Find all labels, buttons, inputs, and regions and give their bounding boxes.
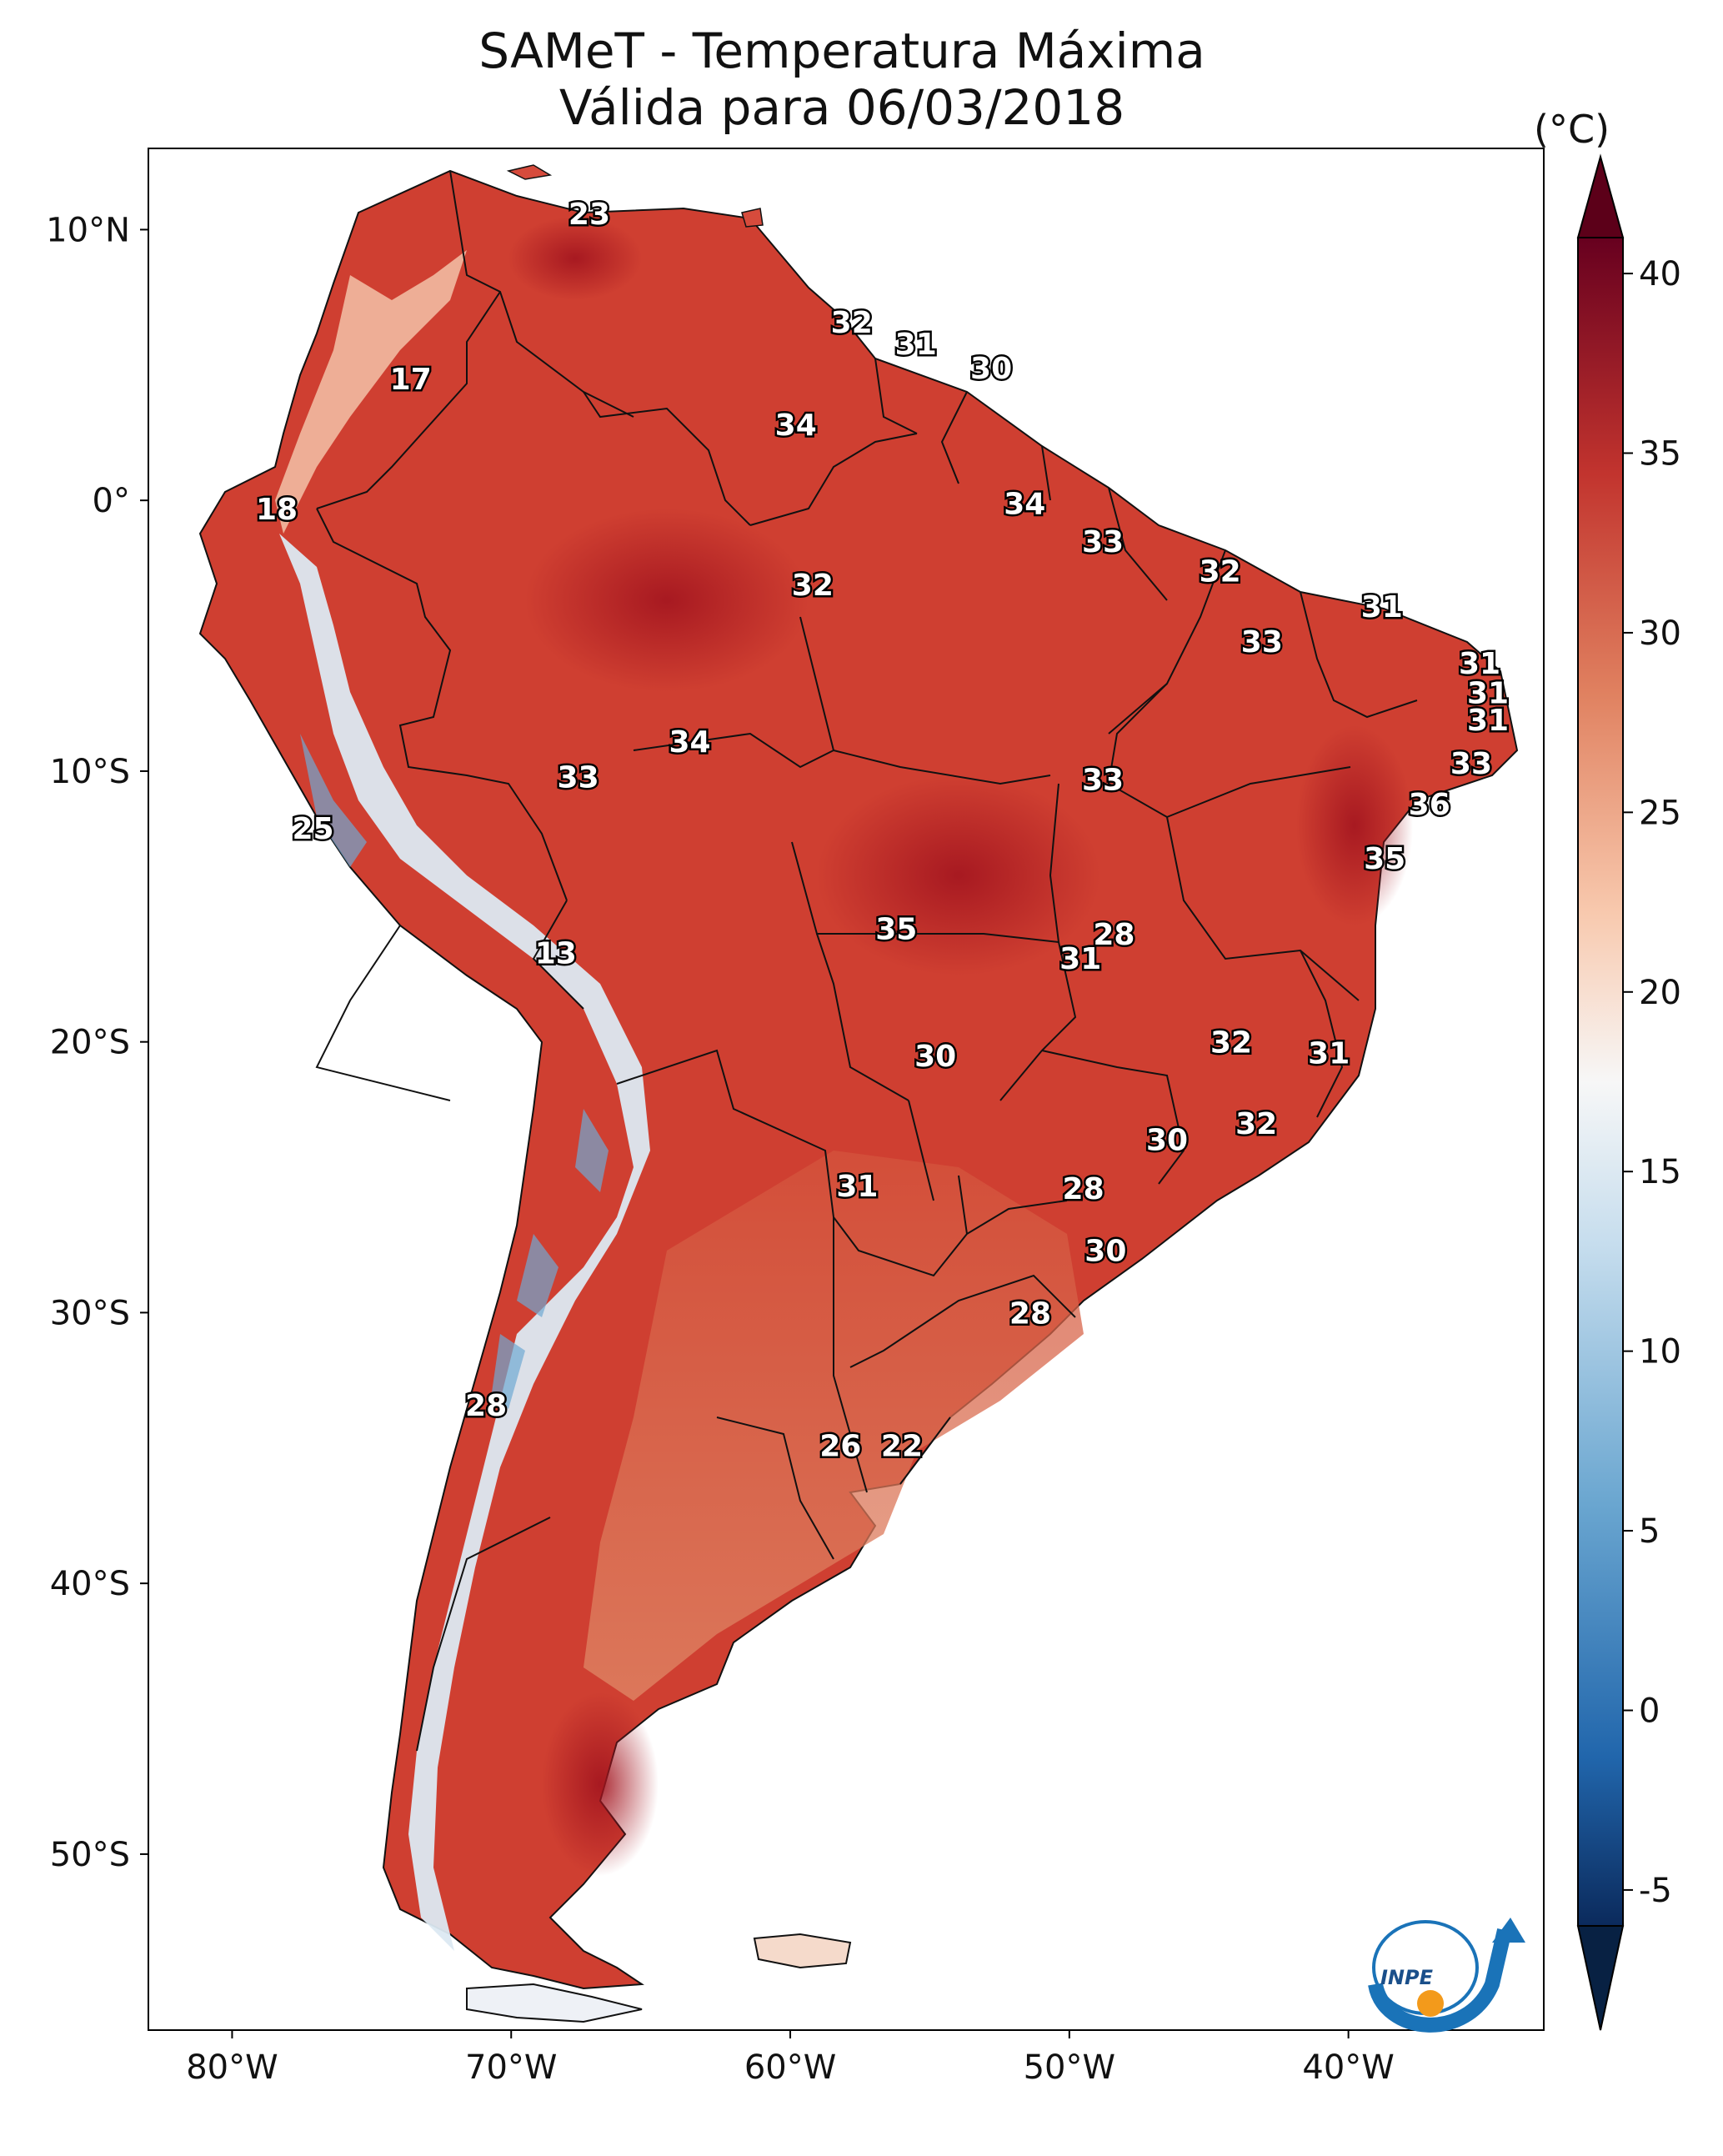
lon-label: 70°W (465, 2048, 557, 2087)
temperature-value: 32 (1210, 1026, 1252, 1060)
temperature-value: 34 (775, 409, 817, 443)
temperature-value: 28 (465, 1389, 507, 1423)
temperature-value: 35 (875, 912, 917, 946)
temperature-value: 30 (1084, 1235, 1126, 1269)
temperature-value: 32 (1235, 1107, 1277, 1141)
temperature-value: 23 (568, 198, 610, 232)
temperature-value: 33 (1241, 625, 1283, 659)
colorbar-tick-label: 40 (1639, 255, 1681, 293)
temperature-value: 31 (1459, 647, 1500, 681)
temperature-value: 33 (558, 760, 599, 795)
temperature-value: 17 (390, 363, 432, 397)
temperature-value: 31 (1059, 942, 1101, 976)
lon-label: 80°W (186, 2048, 278, 2087)
temperature-value: 31 (1467, 677, 1509, 711)
colorbar-ticks: 40 35 30 25 20 15 10 5 0 -5 (1623, 255, 1681, 1910)
temperature-value: 32 (1200, 555, 1241, 589)
colorbar-tick-label: 10 (1639, 1333, 1681, 1371)
lat-label: 20°S (50, 1024, 130, 1062)
temperature-value: 33 (1450, 747, 1492, 781)
inpe-swoosh-icon (1368, 1928, 1512, 2033)
hot-spot-venezuela (508, 217, 642, 300)
temperature-value: 33 (1082, 525, 1124, 559)
temperature-value: 34 (1004, 487, 1045, 521)
falkland-islands (753, 1933, 852, 1969)
lat-label: 50°S (50, 1836, 130, 1874)
andes-cold-core (300, 734, 609, 1409)
temperature-value: 32 (792, 569, 834, 603)
temperature-value: 31 (895, 328, 937, 362)
temperature-value: 25 (292, 812, 333, 846)
inpe-logo-text: INPE (1380, 1966, 1434, 1989)
temperature-value: 32 (831, 306, 873, 340)
temperature-value: 31 (1308, 1037, 1350, 1071)
colorbar-tick-label: 20 (1639, 974, 1681, 1012)
temperature-value: 26 (819, 1430, 861, 1464)
temperature-value: 28 (1093, 918, 1134, 952)
lat-label: 40°S (50, 1565, 130, 1603)
northern-andes-cool (275, 250, 467, 534)
temperature-value: 18 (256, 493, 298, 527)
hot-spot-central (817, 775, 1100, 975)
colorbar-tick-label: 5 (1639, 1512, 1660, 1551)
lat-label: 10°N (46, 211, 130, 249)
hot-spot-bahia (1296, 725, 1413, 925)
colorbar-tick-label: -5 (1639, 1872, 1672, 1910)
lon-label: 40°W (1302, 2048, 1394, 2087)
political-borders (315, 170, 1418, 1752)
inpe-arrow-icon (1492, 1918, 1525, 1943)
southern-cone-shading (584, 1151, 1084, 1701)
colorbar: 40 35 30 25 20 15 10 5 0 -5 (1576, 153, 1681, 2031)
colorbar-tick-label: 15 (1639, 1153, 1681, 1191)
inpe-sun-icon (1417, 1990, 1444, 2017)
temperature-value: 28 (1009, 1296, 1051, 1331)
hot-spot-patagonia (542, 1692, 659, 1876)
temperature-value: 30 (970, 352, 1012, 386)
colorbar-tick-label: 0 (1639, 1692, 1660, 1730)
inpe-logo: INPE (1368, 1918, 1525, 2033)
temperature-value: 31 (836, 1170, 878, 1204)
colorbar-unit: (°C) (1534, 107, 1610, 152)
lat-label: 10°S (50, 753, 130, 791)
temperature-value: 36 (1409, 788, 1450, 822)
hot-spot-amazon (525, 509, 809, 692)
lon-label: 60°W (744, 2048, 836, 2087)
map-axes: 10°N 0° 10°S 20°S 30°S 40°S 50°S 80°W 70°W 60°W 50… (46, 211, 1395, 2087)
lat-label: 30°S (50, 1294, 130, 1332)
colorbar-body (1577, 237, 1624, 1927)
temperature-value: 22 (881, 1430, 923, 1464)
colorbar-tick-label: 30 (1639, 614, 1681, 653)
map-subtitle: Válida para 06/03/2018 (558, 79, 1125, 136)
tierra-del-fuego (466, 1983, 643, 2023)
temperature-value: 13 (535, 937, 577, 971)
colorbar-lower-extend (1576, 1925, 1625, 2031)
temperature-value: 35 (1364, 842, 1405, 876)
temperature-value: 30 (914, 1040, 956, 1074)
temperature-value: 30 (1146, 1124, 1188, 1158)
temperature-value: 31 (1361, 590, 1403, 624)
caribbean-islands (506, 164, 764, 228)
colorbar-upper-extend (1576, 153, 1625, 238)
temperature-value: 34 (669, 725, 710, 760)
colorbar-tick-label: 35 (1639, 435, 1681, 474)
temperature-value: 28 (1063, 1172, 1104, 1206)
temperature-value: 33 (1082, 764, 1124, 798)
colorbar-tick-label: 25 (1639, 794, 1681, 832)
map-title: SAMeT - Temperatura Máxima (478, 23, 1205, 79)
lon-label: 50°W (1024, 2048, 1115, 2087)
temperature-value: 31 (1467, 704, 1509, 738)
lat-label: 0° (93, 482, 130, 520)
